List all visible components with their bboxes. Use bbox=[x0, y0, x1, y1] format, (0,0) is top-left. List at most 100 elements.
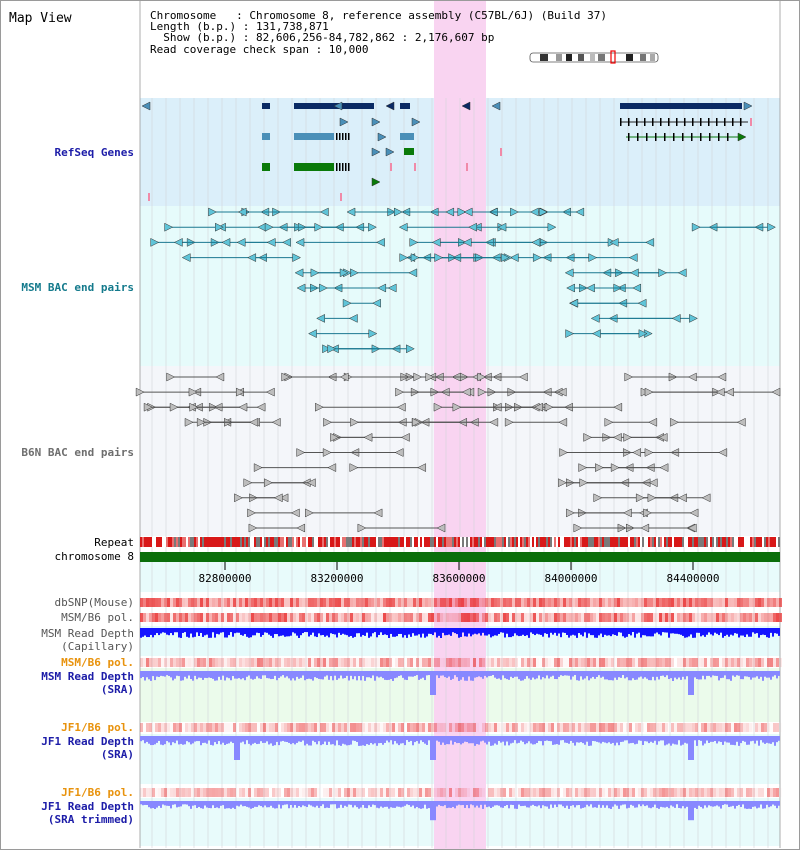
msm-sra-depth-bar bbox=[204, 671, 206, 678]
dbsnp-heat-cell bbox=[314, 598, 317, 607]
repeat-block bbox=[282, 537, 284, 547]
bac-end-marker bbox=[462, 237, 472, 247]
msm-sra-depth-bar bbox=[246, 671, 248, 677]
msm-pol-sra-heat-cell bbox=[251, 658, 254, 667]
repeat-block bbox=[294, 537, 296, 547]
msm-sra-depth-bar bbox=[690, 671, 692, 695]
repeat-block bbox=[744, 537, 746, 547]
jf1-pol2-heat-cell bbox=[200, 788, 203, 797]
jf1-pol2-heat-cell bbox=[491, 788, 494, 797]
jf1-depth-bar bbox=[306, 736, 308, 744]
bac-end-marker bbox=[221, 237, 231, 247]
msm-pol-sra-heat-cell bbox=[179, 658, 182, 667]
jf1-pol2-heat-cell bbox=[581, 788, 584, 797]
msm-sra-depth-bar bbox=[660, 671, 662, 676]
jf1-pol2-heat-cell bbox=[359, 788, 362, 797]
msm-capillary-depth-bar bbox=[368, 628, 370, 638]
bac-end-marker bbox=[408, 268, 418, 278]
msm-capillary-depth-bar bbox=[542, 628, 544, 637]
jf1-pol2-heat-cell bbox=[176, 788, 179, 797]
msm-pol-heat-cell bbox=[398, 613, 401, 622]
msm-capillary-depth-bar bbox=[332, 628, 334, 634]
msm-sra-depth-bar bbox=[622, 671, 624, 676]
bac-end-marker bbox=[477, 387, 487, 397]
jf1-trimmed-depth-bar bbox=[208, 801, 210, 809]
jf1-pol2-heat-cell bbox=[767, 788, 770, 797]
jf1-pol-heat-cell bbox=[413, 723, 416, 732]
dbsnp-heat-cell bbox=[296, 598, 299, 607]
jf1-pol2-heat-cell bbox=[404, 788, 407, 797]
msm-capillary-depth-bar bbox=[412, 628, 414, 634]
msm-pol-sra-heat-cell bbox=[653, 658, 656, 667]
msm-capillary-depth-bar bbox=[148, 628, 150, 638]
msm-pol-sra-heat-cell bbox=[155, 658, 158, 667]
msm-capillary-depth-bar bbox=[694, 628, 696, 638]
jf1-pol2-heat-cell bbox=[614, 788, 617, 797]
jf1-pol2-heat-cell bbox=[719, 788, 722, 797]
jf1-pol-heat-cell bbox=[185, 723, 188, 732]
jf1-pol-heat-cell bbox=[707, 723, 710, 732]
msm-capillary-depth-bar bbox=[260, 628, 262, 637]
msm-pol-sra-heat-cell bbox=[509, 658, 512, 667]
jf1-pol2-heat-cell bbox=[572, 788, 575, 797]
gene-exon bbox=[636, 118, 638, 126]
msm-capillary-depth-bar bbox=[306, 628, 308, 633]
jf1-pol-heat-cell bbox=[389, 723, 392, 732]
msm-pol-sra-heat-cell bbox=[458, 658, 461, 667]
msm-pol-heat-cell bbox=[302, 613, 305, 622]
msm-sra-depth-bar bbox=[688, 671, 690, 695]
repeat-block bbox=[266, 537, 268, 547]
chromosome-info: Chromosome : Chromosome 8, reference ass… bbox=[150, 9, 607, 22]
gene-exon bbox=[339, 163, 341, 171]
msm-pol-heat-cell bbox=[590, 613, 593, 622]
repeat-block bbox=[488, 537, 490, 547]
msm-capillary-depth-bar bbox=[258, 628, 260, 634]
msm-pol-sra-heat-cell bbox=[395, 658, 398, 667]
jf1-pol-heat-cell bbox=[515, 723, 518, 732]
length-info: Length (b.p.) : 131,738,871 bbox=[150, 20, 329, 34]
msm-capillary-depth-bar bbox=[654, 628, 656, 634]
jf1-trimmed-depth-bar bbox=[710, 801, 712, 807]
jf1-trimmed-depth-bar bbox=[296, 801, 298, 808]
msm-pol-sra-heat-cell bbox=[620, 658, 623, 667]
msm-sra-depth-bar bbox=[532, 671, 534, 678]
jf1-trimmed-depth-bar bbox=[228, 801, 230, 809]
msm-pol-heat-cell bbox=[269, 613, 272, 622]
msm-pol-sra-heat-cell bbox=[758, 658, 761, 667]
track-label-msm-bac[interactable]: MSM BAC end pairs bbox=[21, 281, 134, 294]
jf1-pol2-heat-cell bbox=[680, 788, 683, 797]
msm-capillary-depth-bar bbox=[604, 628, 606, 635]
jf1-trimmed-depth-bar bbox=[182, 801, 184, 805]
track-label-refseq[interactable]: RefSeq Genes bbox=[54, 146, 134, 159]
repeat-block bbox=[306, 537, 308, 547]
jf1-pol-heat-cell bbox=[293, 723, 296, 732]
bac-end-marker bbox=[346, 207, 356, 217]
jf1-trimmed-depth-bar bbox=[442, 801, 444, 807]
msm-sra-depth-bar bbox=[144, 671, 146, 681]
jf1-pol-heat-cell bbox=[356, 723, 359, 732]
jf1-pol-heat-cell bbox=[239, 723, 242, 732]
jf1-trimmed-depth-bar bbox=[376, 801, 378, 808]
track-label-b6n-bac[interactable]: B6N BAC end pairs bbox=[21, 446, 134, 459]
msm-sra-depth-bar bbox=[482, 671, 484, 679]
msm-pol-sra-heat-cell bbox=[614, 658, 617, 667]
jf1-depth-bar bbox=[228, 736, 230, 744]
msm-sra-depth-bar bbox=[432, 671, 434, 695]
msm-pol-sra-heat-cell bbox=[419, 658, 422, 667]
jf1-pol-heat-cell bbox=[245, 723, 248, 732]
msm-capillary-depth-bar bbox=[636, 628, 638, 634]
bac-end-marker bbox=[687, 372, 697, 382]
jf1-depth-bar bbox=[432, 736, 434, 760]
jf1-pol-heat-cell bbox=[500, 723, 503, 732]
msm-pol-sra-heat-cell bbox=[488, 658, 491, 667]
jf1-pol2-heat-cell bbox=[749, 788, 752, 797]
jf1-depth-bar bbox=[522, 736, 524, 742]
msm-pol-sra-heat-cell bbox=[632, 658, 635, 667]
msm-pol-heat-cell bbox=[713, 613, 716, 622]
jf1-depth-bar bbox=[446, 736, 448, 745]
jf1-depth-bar bbox=[352, 736, 354, 741]
msm-capillary-depth-bar bbox=[304, 628, 306, 633]
msm-pol-heat-cell bbox=[509, 613, 512, 622]
msm-capillary-depth-bar bbox=[624, 628, 626, 638]
